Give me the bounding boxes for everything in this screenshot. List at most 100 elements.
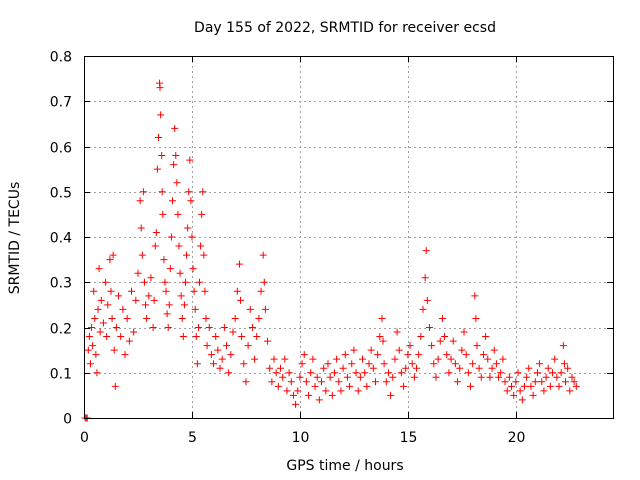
data-point (330, 369, 338, 377)
data-point (475, 364, 483, 372)
data-point (179, 333, 187, 341)
data-point (413, 364, 421, 372)
tick-labels: 0 5 10 15 20 0 0.1 0.2 0.3 0.4 0.5 0.6 0.7 0.8 (50, 50, 526, 447)
data-point (164, 324, 172, 331)
data-point (371, 378, 379, 386)
data-point (90, 287, 98, 295)
data-point (570, 378, 578, 386)
data-point (240, 360, 248, 368)
data-point (460, 328, 468, 336)
data-point (253, 333, 261, 341)
data-point (333, 355, 341, 363)
data-point (157, 111, 165, 119)
data-point (391, 355, 399, 363)
data-point (389, 373, 397, 381)
data-point (561, 378, 569, 386)
data-point (142, 301, 150, 309)
x-tick-label: 15 (400, 430, 418, 446)
data-point (359, 355, 367, 363)
data-point (315, 396, 323, 404)
data-point (560, 360, 568, 368)
data-point (150, 296, 158, 304)
data-point (572, 382, 580, 390)
data-point (139, 188, 147, 196)
data-point (270, 355, 278, 363)
data-point (514, 369, 522, 377)
data-points (81, 79, 580, 422)
data-point (337, 387, 345, 395)
data-point (106, 256, 114, 264)
data-point (119, 305, 127, 313)
data-point (149, 324, 157, 331)
data-point (145, 292, 153, 300)
data-point (112, 324, 120, 331)
data-point (158, 188, 166, 196)
data-point (88, 324, 96, 331)
data-point (462, 351, 470, 359)
data-point (132, 296, 140, 304)
data-point (348, 360, 356, 368)
data-point (186, 156, 194, 164)
y-tick-label: 0.8 (50, 50, 72, 66)
data-point (313, 373, 321, 381)
data-point (318, 378, 326, 386)
data-point (555, 382, 563, 390)
data-point (568, 373, 576, 381)
data-point (189, 265, 197, 273)
x-axis-label: GPS time / hours (286, 458, 403, 474)
data-point (201, 287, 209, 295)
data-point (518, 396, 526, 404)
data-point (289, 391, 297, 399)
data-point (400, 382, 408, 390)
data-point (356, 373, 364, 381)
data-point (311, 382, 319, 390)
x-tick-label: 5 (188, 430, 197, 446)
data-point (486, 373, 494, 381)
data-point (174, 210, 182, 218)
x-tick-label: 20 (508, 430, 526, 446)
data-point (173, 179, 181, 187)
data-point (154, 133, 162, 141)
data-point (104, 301, 112, 309)
data-point (143, 314, 151, 322)
data-point (540, 387, 548, 395)
data-point (369, 364, 377, 372)
data-point (185, 188, 193, 196)
y-tick-label: 0.2 (50, 322, 72, 338)
data-point (193, 360, 201, 368)
data-point (458, 346, 466, 354)
data-point (564, 364, 572, 372)
data-point (482, 333, 490, 341)
data-point (379, 337, 387, 345)
y-tick-label: 0.3 (50, 276, 72, 292)
data-point (512, 378, 520, 386)
x-tick-label: 0 (80, 430, 89, 446)
data-point (123, 314, 131, 322)
data-point (365, 360, 373, 368)
data-point (322, 387, 330, 395)
grid-lines (84, 56, 613, 418)
data-point (214, 346, 222, 354)
data-point (484, 355, 492, 363)
data-point (86, 360, 94, 368)
data-point (324, 360, 332, 368)
data-point (276, 364, 284, 372)
data-point (354, 387, 362, 395)
data-point (268, 378, 276, 386)
data-point (438, 314, 446, 322)
data-point (531, 378, 539, 386)
data-point (191, 305, 199, 313)
data-point (184, 224, 192, 232)
data-point (171, 124, 179, 132)
data-point (538, 378, 546, 386)
data-point (339, 364, 347, 372)
data-point (170, 161, 178, 169)
data-point (380, 360, 388, 368)
data-point (479, 351, 487, 359)
data-point (205, 324, 213, 331)
data-point (361, 369, 369, 377)
data-point (557, 369, 565, 377)
data-point (255, 314, 263, 322)
data-point (376, 333, 384, 341)
